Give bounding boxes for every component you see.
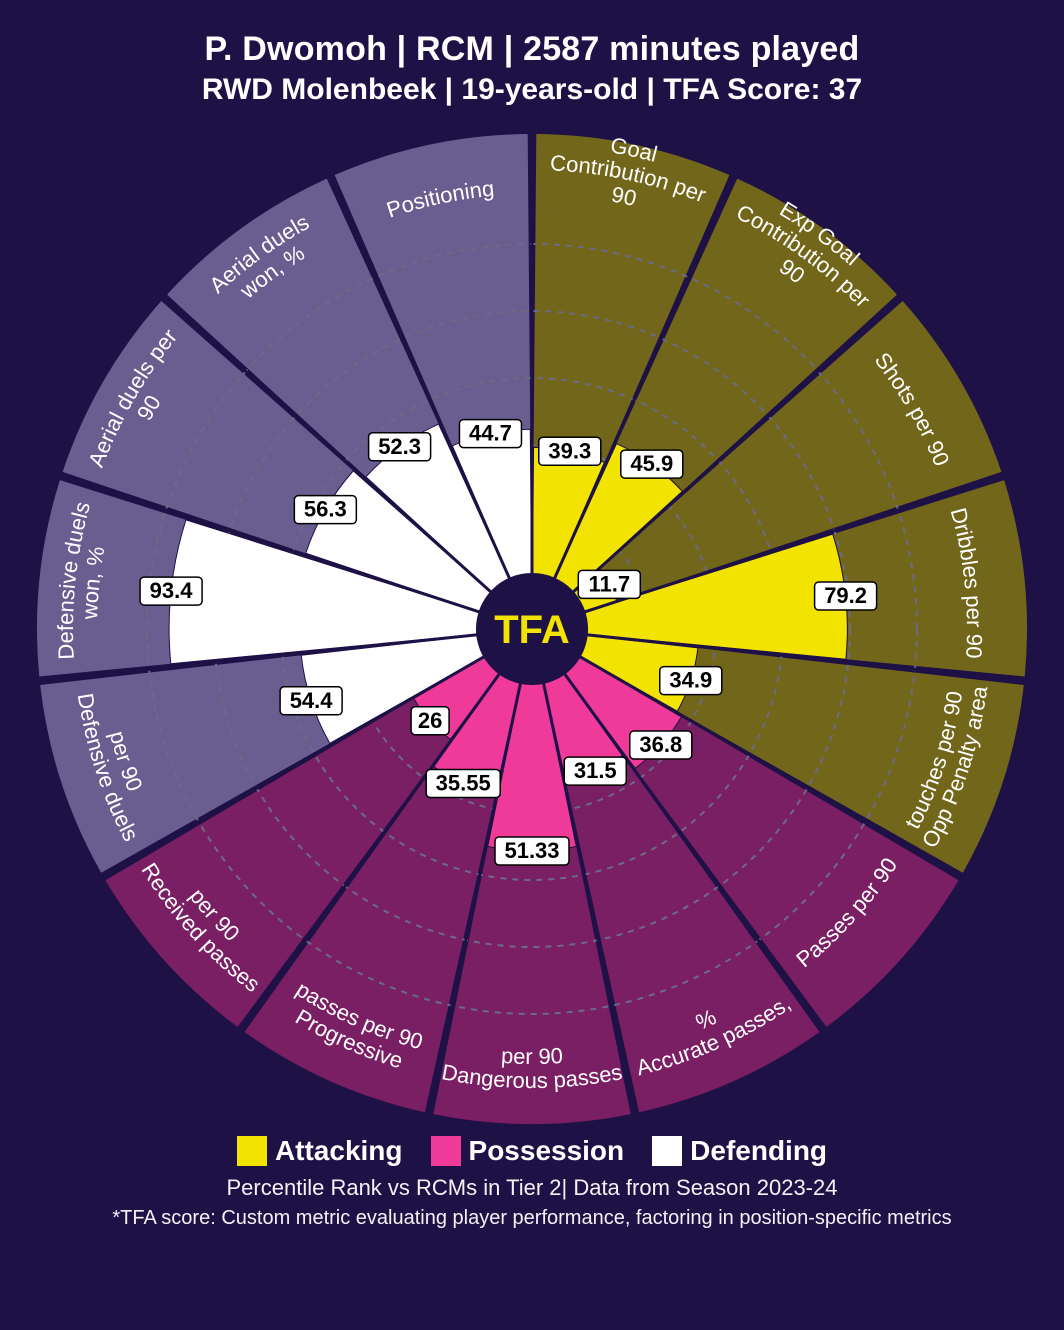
value-label: 51.33 <box>504 838 559 863</box>
value-label: 31.5 <box>574 758 617 783</box>
footer-line-2: *TFA score: Custom metric evaluating pla… <box>102 1207 961 1230</box>
value-label: 39.3 <box>548 438 591 463</box>
value-label: 45.9 <box>630 451 673 476</box>
value-label: 54.4 <box>290 688 334 713</box>
polar-chart: 39.3 45.9 11.7 79.2 34.9 36.8 31.5 51.33 35.55 26… <box>20 117 1044 1141</box>
value-label: 52.3 <box>378 434 421 459</box>
chart-title: P. Dwomoh | RCM | 2587 minutes played <box>205 30 860 69</box>
value-label: 93.4 <box>150 578 194 603</box>
value-label: 34.9 <box>669 668 712 693</box>
value-label: 56.3 <box>304 497 347 522</box>
center-badge-text: TFA <box>494 608 570 652</box>
value-label: 11.7 <box>588 571 630 596</box>
value-label: 35.55 <box>436 771 491 796</box>
category-label: per 90 <box>501 1043 564 1069</box>
value-label: 79.2 <box>824 583 867 608</box>
footer-line-1: Percentile Rank vs RCMs in Tier 2| Data … <box>227 1175 838 1201</box>
value-label: 26 <box>418 708 442 733</box>
value-label: 36.8 <box>639 732 682 757</box>
value-label: 44.7 <box>469 421 512 446</box>
chart-subtitle: RWD Molenbeek | 19-years-old | TFA Score… <box>202 73 862 107</box>
